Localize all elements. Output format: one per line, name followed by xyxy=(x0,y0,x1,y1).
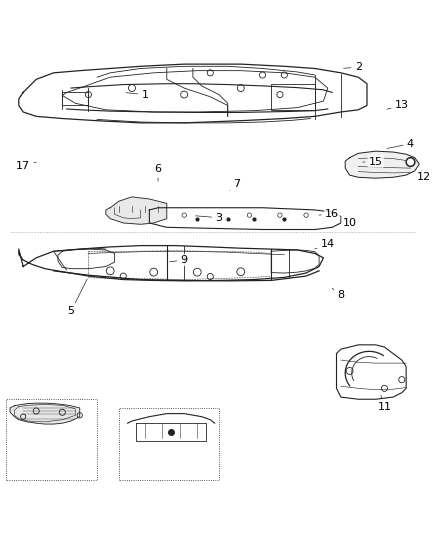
Circle shape xyxy=(406,158,415,166)
Bar xyxy=(271,84,315,110)
Text: 10: 10 xyxy=(339,216,357,228)
Text: 16: 16 xyxy=(319,209,339,219)
Text: 14: 14 xyxy=(315,239,335,249)
Text: 1: 1 xyxy=(126,90,148,100)
Text: 4: 4 xyxy=(387,139,414,149)
Text: 5: 5 xyxy=(67,279,87,316)
Text: 7: 7 xyxy=(230,179,240,190)
Text: 12: 12 xyxy=(417,171,431,182)
Text: 8: 8 xyxy=(332,288,344,300)
Text: 2: 2 xyxy=(344,62,362,72)
Text: 9: 9 xyxy=(170,255,188,265)
Text: 3: 3 xyxy=(196,213,223,223)
Text: 15: 15 xyxy=(363,157,383,167)
Bar xyxy=(62,92,88,106)
Text: 11: 11 xyxy=(378,395,392,411)
Text: 6: 6 xyxy=(155,164,162,181)
Text: 13: 13 xyxy=(387,100,409,110)
Text: 17: 17 xyxy=(16,161,36,171)
Polygon shape xyxy=(106,197,167,224)
Polygon shape xyxy=(10,403,80,424)
Polygon shape xyxy=(345,151,419,178)
